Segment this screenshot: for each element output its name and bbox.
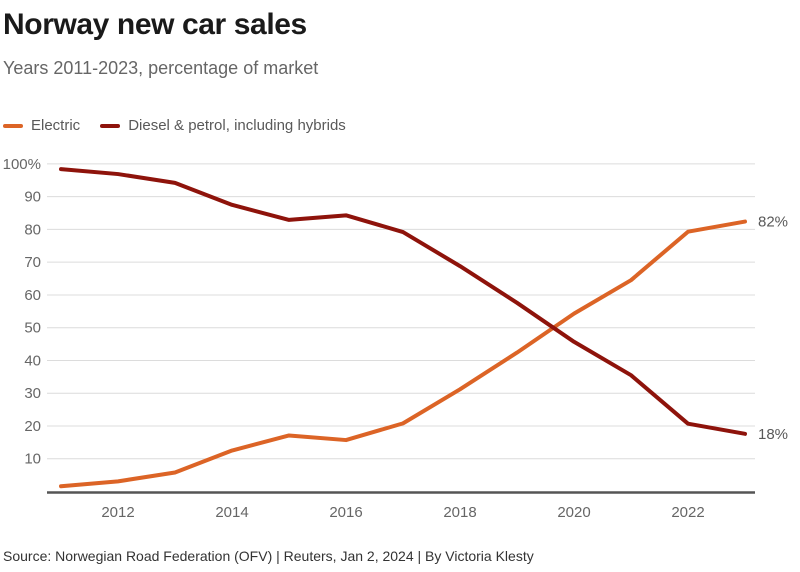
x-axis-label-2012: 2012: [101, 504, 134, 521]
y-axis-label-100: 100%: [3, 156, 41, 173]
y-axis-label-10: 10: [24, 451, 41, 468]
page-subtitle: Years 2011-2023, percentage of market: [3, 58, 319, 78]
y-axis-label-60: 60: [24, 287, 41, 304]
x-axis-label-2022: 2022: [671, 504, 704, 521]
y-axis-label-20: 20: [24, 418, 41, 435]
end-label-diesel-petrol-including-hybrids: 18%: [758, 426, 788, 443]
series-line-electric: [59, 219, 747, 489]
legend: Electric Diesel & petrol, including hybr…: [3, 117, 346, 134]
y-axis-label-30: 30: [24, 385, 41, 402]
y-axis-label-40: 40: [24, 352, 41, 369]
legend-item-electric: Electric: [3, 117, 80, 134]
legend-label-electric: Electric: [31, 117, 81, 134]
page-title: Norway new car sales: [3, 8, 307, 41]
x-axis-label-2018: 2018: [443, 504, 476, 521]
source-attribution: Source: Norwegian Road Federation (OFV) …: [3, 548, 534, 564]
y-axis-label-70: 70: [24, 254, 41, 271]
series-line-diesel-petrol-including-hybrids: [59, 167, 747, 436]
x-axis-label-2020: 2020: [557, 504, 590, 521]
y-axis-label-80: 80: [24, 221, 41, 238]
y-axis-label-50: 50: [24, 320, 41, 337]
electric-line-swatch-icon: [3, 123, 23, 128]
legend-item-diesel-petrol: Diesel & petrol, including hybrids: [100, 117, 346, 134]
x-axis-label-2016: 2016: [329, 504, 362, 521]
legend-label-diesel-petrol: Diesel & petrol, including hybrids: [128, 117, 346, 134]
y-axis-label-90: 90: [24, 189, 41, 206]
end-label-electric: 82%: [758, 214, 788, 231]
diesel-petrol-line-swatch-icon: [100, 123, 121, 128]
x-axis-label-2014: 2014: [215, 504, 248, 521]
